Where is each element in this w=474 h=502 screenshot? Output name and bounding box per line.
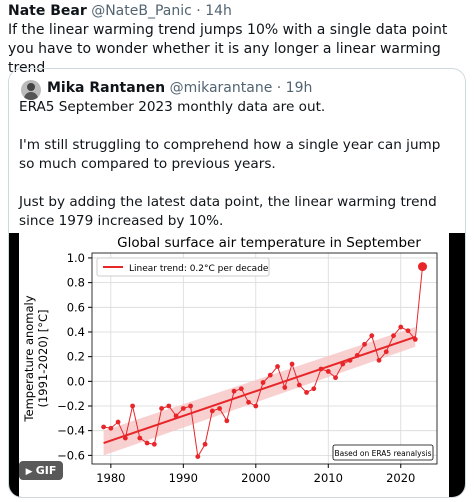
data-point: [253, 403, 259, 409]
quote-header: Mika Rantanen @mikarantane · 19h: [47, 80, 312, 96]
author[interactable]: Nate Bear: [8, 3, 87, 19]
data-point: [398, 324, 404, 330]
y-tick-label: −0.4: [57, 424, 85, 438]
gif-badge[interactable]: ▶ GIF: [19, 461, 63, 480]
y-tick-label: 0.6: [67, 300, 85, 314]
legend-label: Linear trend: 0.2°C per decade: [129, 264, 269, 274]
x-tick-label: 2000: [241, 471, 270, 485]
chart: Global surface air temperature in Septem…: [19, 233, 449, 497]
data-point: [209, 408, 215, 414]
data-point: [296, 382, 302, 388]
handle[interactable]: @mikarantane: [169, 80, 273, 96]
data-point: [202, 441, 208, 447]
data-point: [137, 435, 143, 441]
data-point: [267, 372, 273, 378]
data-point: [166, 403, 172, 409]
chart-title: Global surface air temperature in Septem…: [117, 235, 421, 251]
avatar[interactable]: [21, 80, 41, 100]
data-point: [130, 403, 135, 409]
x-tick-label: 1980: [96, 471, 125, 485]
data-point: [333, 375, 338, 381]
media[interactable]: Global surface air temperature in Septem…: [9, 233, 465, 497]
data-point: [282, 385, 288, 390]
y-tick-label: 0.2: [67, 350, 85, 364]
tweet-header: Nate Bear @NateB_Panic · 14h: [8, 3, 232, 19]
data-point: [188, 403, 193, 409]
annotation: Based on ERA5 reanalysis: [335, 449, 432, 458]
separator: ·: [276, 80, 282, 96]
separator: ·: [196, 3, 201, 19]
data-point: [311, 386, 317, 392]
data-point: [180, 406, 186, 411]
data-point: [238, 386, 244, 392]
time[interactable]: 14h: [205, 3, 232, 19]
legend-box: [96, 257, 270, 277]
data-point: [246, 399, 251, 405]
y-tick-label: 0.0: [67, 374, 85, 388]
data-point: [231, 388, 237, 394]
data-point: [275, 364, 280, 369]
data-point: [418, 262, 428, 272]
data-point: [289, 361, 295, 367]
x-tick-label: 1990: [169, 471, 198, 485]
trend-line: [103, 335, 416, 444]
plot-frame: [91, 252, 438, 465]
data-point: [412, 336, 418, 342]
data-point: [122, 435, 128, 441]
handle[interactable]: @NateB_Panic: [91, 3, 192, 19]
data-point: [115, 419, 121, 425]
x-tick-label: 2010: [314, 471, 343, 485]
x-tick-label: 2020: [386, 471, 415, 485]
paragraph: ERA5 September 2023 monthly data are out…: [19, 99, 326, 115]
data-point: [347, 357, 353, 363]
data-point: [376, 357, 382, 363]
y-tick-label: −0.6: [57, 448, 85, 462]
data-point: [159, 406, 164, 411]
quoted-tweet[interactable]: Mika Rantanen @mikarantane · 19h ERA5 Se…: [8, 68, 466, 498]
data-point: [354, 353, 360, 358]
y-axis-label: Temperature anomaly: [22, 295, 36, 422]
y-axis-label: (1991-2020) [°C]: [36, 309, 50, 407]
data-point: [405, 328, 411, 334]
data-point: [224, 418, 230, 424]
y-tick-label: 0.4: [67, 325, 85, 339]
data-point: [260, 380, 266, 385]
data-point: [173, 413, 179, 419]
gif-label: GIF: [35, 464, 57, 477]
data-point: [318, 366, 324, 372]
data-point: [108, 425, 114, 431]
data-point: [195, 454, 201, 459]
y-tick-label: 0.8: [67, 276, 85, 290]
data-point: [144, 440, 150, 446]
annotation-box: [332, 444, 434, 461]
paragraph: Just by adding the latest data point, th…: [19, 194, 437, 229]
paragraph: I'm still struggling to comprehend how a…: [19, 137, 441, 172]
data-point: [101, 424, 106, 430]
time[interactable]: 19h: [285, 80, 313, 96]
data-point: [217, 406, 222, 411]
author[interactable]: Mika Rantanen: [47, 80, 166, 96]
trend-band: [103, 327, 416, 456]
data-point: [362, 341, 367, 347]
data-point: [391, 333, 396, 339]
y-tick-label: 1.0: [67, 251, 85, 265]
data-point: [151, 441, 157, 447]
data-point: [369, 333, 375, 339]
data-point: [325, 369, 331, 374]
play-icon: ▶: [25, 467, 36, 477]
data-point: [304, 390, 309, 395]
data-point: [383, 349, 389, 355]
y-tick-label: −0.2: [57, 399, 85, 413]
data-point: [340, 361, 346, 367]
quote-body: ERA5 September 2023 monthly data are out…: [19, 98, 455, 250]
